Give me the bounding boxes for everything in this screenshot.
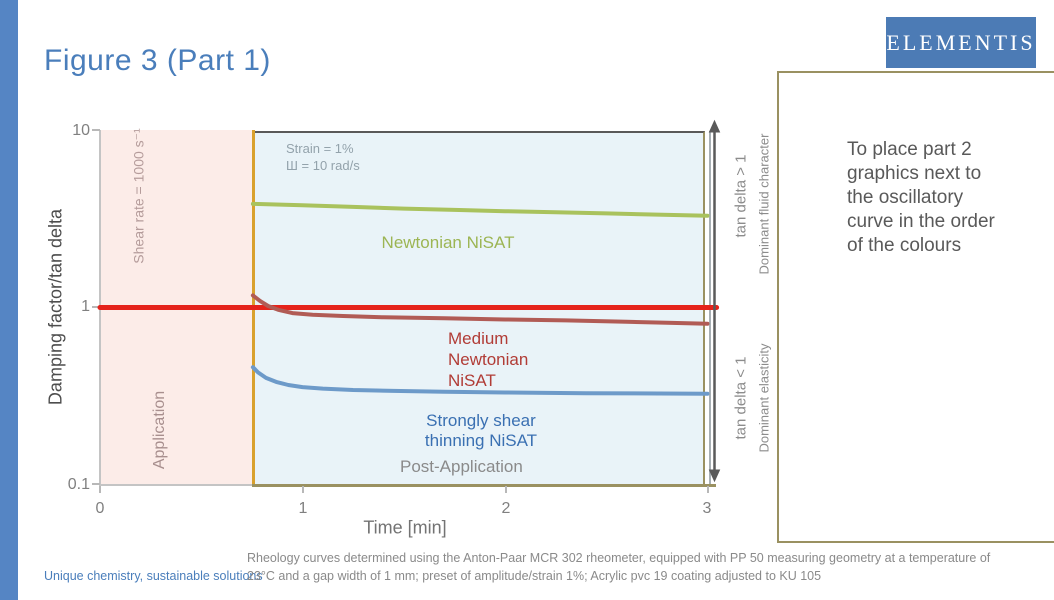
y-tick-label-0.1: 0.1 <box>67 476 90 493</box>
x-tick-label-2: 2 <box>501 500 511 517</box>
application-region-label: Application <box>151 390 168 470</box>
x-tickmark-0 <box>99 486 101 493</box>
chart-bottom-border <box>252 484 716 487</box>
elementis-logo: ELEMENTIS <box>886 17 1036 68</box>
chart-right-frame-line <box>709 131 711 484</box>
post-application-region-label: Post-Application <box>400 457 523 476</box>
elementis-logo-text: ELEMENTIS <box>886 29 1036 55</box>
x-tick-label-3: 3 <box>702 500 712 517</box>
oscillation-settings-annotation: Strain = 1% Ш = 10 rad/s <box>286 141 360 173</box>
x-tick-label-0: 0 <box>95 500 105 517</box>
part2-placeholder-box <box>777 71 1054 543</box>
tan-delta-range-arrow-icon <box>708 119 721 483</box>
x-axis-line <box>99 484 252 486</box>
page-title: Figure 3 (Part 1) <box>44 44 271 77</box>
part2-placeholder-note: To place part 2 graphics next to the osc… <box>847 139 995 256</box>
company-tagline: Unique chemistry, sustainable solutions <box>44 569 263 583</box>
shear-rate-annotation: Shear rate = 1000 s⁻¹ <box>130 128 147 264</box>
x-tickmark-2 <box>505 486 507 493</box>
left-accent-bar <box>0 0 18 600</box>
medium-newtonian-nisat-label: Medium Newtonian NiSAT <box>448 329 529 390</box>
dominant-fluid-character-label: Dominant fluid character <box>756 133 772 275</box>
application-boundary-line <box>252 130 255 486</box>
newtonian-nisat-label: Newtonian NiSAT <box>381 233 515 252</box>
y-axis-title: Damping factor/tan delta <box>45 208 66 406</box>
tan-delta-gt-1-label: tan delta > 1 <box>732 154 750 238</box>
x-tick-label-1: 1 <box>298 500 308 517</box>
y-tickmark-01 <box>92 483 100 485</box>
tan-delta-lt-1-label: tan delta < 1 <box>732 356 750 440</box>
y-tickmark-1 <box>92 306 100 308</box>
y-tick-label-10: 10 <box>72 122 90 139</box>
y-tickmark-10 <box>92 129 100 131</box>
y-axis-line <box>99 130 101 486</box>
dominant-elasticity-label: Dominant elasticity <box>756 343 772 453</box>
x-tickmark-1 <box>302 486 304 493</box>
y-tick-label-1: 1 <box>81 298 90 315</box>
x-tickmark-3 <box>707 486 709 493</box>
strongly-shear-thinning-nisat-label: Strongly shear thinning NiSAT <box>424 411 538 450</box>
application-region <box>101 130 252 485</box>
x-axis-title: Time [min] <box>363 517 447 538</box>
method-caption: Rheology curves determined using the Ant… <box>247 551 991 583</box>
